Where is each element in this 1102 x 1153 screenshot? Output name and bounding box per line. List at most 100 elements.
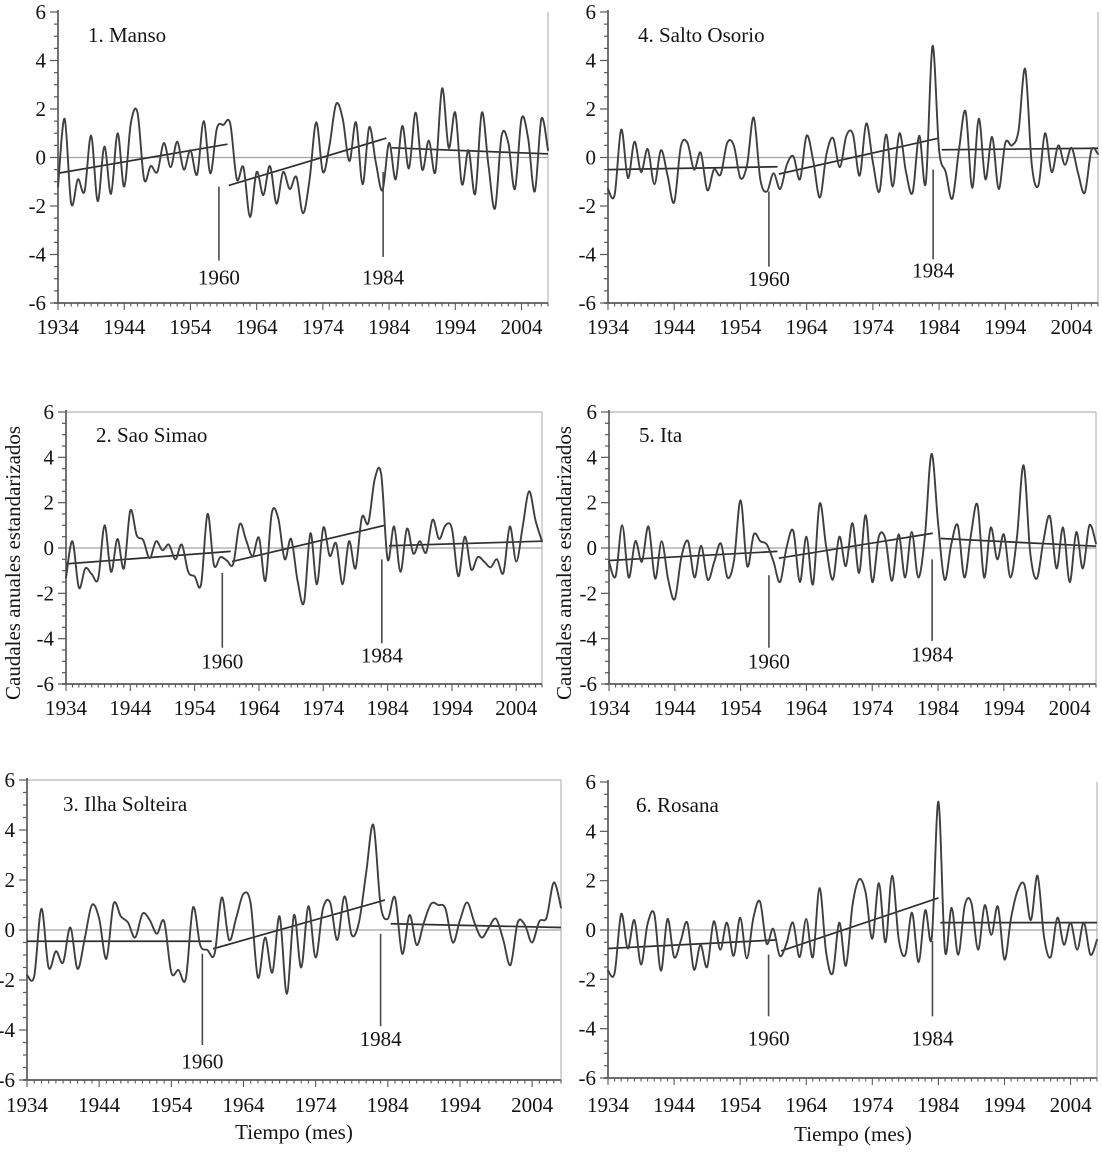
trend-line-segment — [780, 897, 939, 952]
y-axis-tick-label: 2 — [586, 869, 597, 893]
x-axis-tick-label: 1954 — [169, 315, 212, 339]
y-axis-tick-label: 0 — [586, 918, 597, 942]
panel-title-ita: 5. Ita — [639, 423, 683, 447]
y-axis-tick-label: 0 — [44, 536, 55, 560]
x-axis-tick-label: 1974 — [852, 315, 895, 339]
y-axis-tick-label: 6 — [44, 400, 55, 424]
series-line — [57, 87, 549, 218]
x-axis-tick-label: 2004 — [501, 315, 544, 339]
x-axis-tick-label: 1954 — [174, 696, 217, 718]
x-axis-tick-label: 1954 — [720, 696, 763, 718]
y-axis-tick-label: 2 — [36, 97, 47, 121]
trend-line-segment — [941, 147, 1099, 151]
x-axis-tick-label: 1994 — [434, 315, 477, 339]
y-axis-tick-label: 2 — [587, 491, 598, 515]
breakpoint-year-label: 1960 — [748, 1027, 790, 1051]
y-axis-tick-label: 6 — [586, 0, 597, 24]
panel-title-sao-simao: 2. Sao Simao — [96, 423, 208, 447]
y-axis-tick-label: -4 — [37, 627, 55, 651]
y-axis-tick-label: -2 — [579, 194, 597, 218]
x-axis-tick-label: 1934 — [45, 696, 88, 718]
y-axis-tick-label: -2 — [0, 968, 15, 992]
y-axis-title-right: Caudales anuales estandarizados — [552, 425, 576, 700]
x-axis-tick-label: 1934 — [6, 1093, 49, 1117]
trend-line-segment — [778, 137, 940, 175]
x-axis-tick-label: 1984 — [918, 315, 961, 339]
trend-line-segment — [228, 137, 387, 187]
y-axis-tick-label: 4 — [36, 49, 47, 73]
x-axis-tick-label: 1934 — [587, 315, 630, 339]
x-axis-tick-label: 1944 — [78, 1093, 121, 1117]
panel-title-ilha-solteira: 3. Ilha Solteira — [63, 792, 188, 816]
y-axis-title-left: Caudales anuales estandarizados — [1, 425, 25, 700]
trend-line-segment — [388, 540, 543, 547]
y-axis-tick-label: 4 — [44, 445, 55, 469]
series-line — [26, 823, 562, 995]
trend-line-segment — [940, 537, 1097, 548]
x-axis-tick-label: 1934 — [37, 315, 80, 339]
x-axis-tick-label: 1934 — [587, 1093, 630, 1117]
x-axis-title-right: Tiempo (mes) — [794, 1122, 912, 1146]
y-axis-tick-label: 0 — [36, 146, 47, 170]
x-axis-tick-label: 1994 — [983, 696, 1026, 718]
x-axis-tick-label: 1984 — [368, 315, 411, 339]
breakpoint-year-label: 1984 — [361, 644, 404, 668]
x-axis-tick-label: 1984 — [917, 696, 960, 718]
y-axis-tick-label: -6 — [29, 291, 47, 315]
panel-title-manso: 1. Manso — [88, 23, 167, 47]
y-axis-tick-label: 2 — [586, 97, 597, 121]
x-axis-tick-label: 1964 — [236, 315, 279, 339]
y-axis-tick-label: -4 — [579, 1017, 597, 1041]
y-axis-tick-label: 4 — [586, 819, 597, 843]
breakpoint-year-label: 1984 — [362, 266, 405, 290]
x-axis-tick-label: 1974 — [851, 696, 894, 718]
y-axis-tick-label: -2 — [579, 967, 597, 991]
x-axis-tick-label: 1934 — [588, 696, 631, 718]
x-axis-tick-label: 1984 — [367, 1093, 410, 1117]
x-axis-tick-label: 1964 — [785, 1093, 828, 1117]
x-axis-tick-label: 1994 — [431, 696, 474, 718]
x-axis-tick-label: 1964 — [786, 315, 829, 339]
y-axis-tick-label: 0 — [586, 146, 597, 170]
x-axis-tick-label: 1964 — [238, 696, 281, 718]
y-axis-tick-label: 0 — [5, 918, 16, 942]
series-line — [608, 452, 1097, 601]
breakpoint-year-label: 1960 — [181, 1049, 223, 1073]
x-axis-tick-label: 1944 — [654, 696, 697, 718]
x-axis-tick-label: 1944 — [653, 315, 696, 339]
y-axis-tick-label: 6 — [586, 770, 597, 794]
y-axis-tick-label: -4 — [29, 243, 47, 267]
x-axis-tick-label: 2004 — [1049, 696, 1092, 718]
x-axis-tick-label: 1974 — [295, 1093, 338, 1117]
trend-line-segment — [391, 146, 549, 155]
x-axis-tick-label: 2004 — [511, 1093, 554, 1117]
breakpoint-year-label: 1984 — [911, 643, 954, 667]
y-axis-tick-label: 4 — [586, 49, 597, 73]
chart-canvas-rosana: 6 4 2 0 -2 -4 -6 1934 1944 1954 1964 1974 1984 1994 20… — [579, 770, 1098, 1117]
x-axis-tick-label: 1984 — [917, 1093, 960, 1117]
x-axis-tick-label: 1964 — [785, 696, 828, 718]
y-axis-tick-label: -6 — [580, 672, 598, 696]
series-line — [65, 466, 543, 606]
y-axis-tick-label: 4 — [5, 818, 16, 842]
x-axis-tick-label: 2004 — [495, 696, 538, 718]
y-axis-tick-label: -6 — [37, 672, 55, 696]
x-axis-tick-label: 1974 — [851, 1093, 894, 1117]
y-axis-tick-label: -4 — [579, 243, 597, 267]
y-axis-tick-label: 4 — [587, 445, 598, 469]
breakpoint-year-label: 1984 — [912, 258, 955, 282]
trend-line-segment — [607, 939, 778, 950]
y-axis-tick-label: -2 — [37, 581, 55, 605]
trend-line-segment — [212, 899, 386, 950]
breakpoint-year-label: 1984 — [911, 1027, 954, 1051]
y-axis-tick-label: -6 — [0, 1068, 15, 1092]
y-axis-tick-label: -2 — [29, 194, 47, 218]
x-axis-tick-label: 2004 — [1051, 315, 1094, 339]
y-axis-tick-label: -6 — [579, 1066, 597, 1090]
series-line — [607, 45, 1099, 204]
